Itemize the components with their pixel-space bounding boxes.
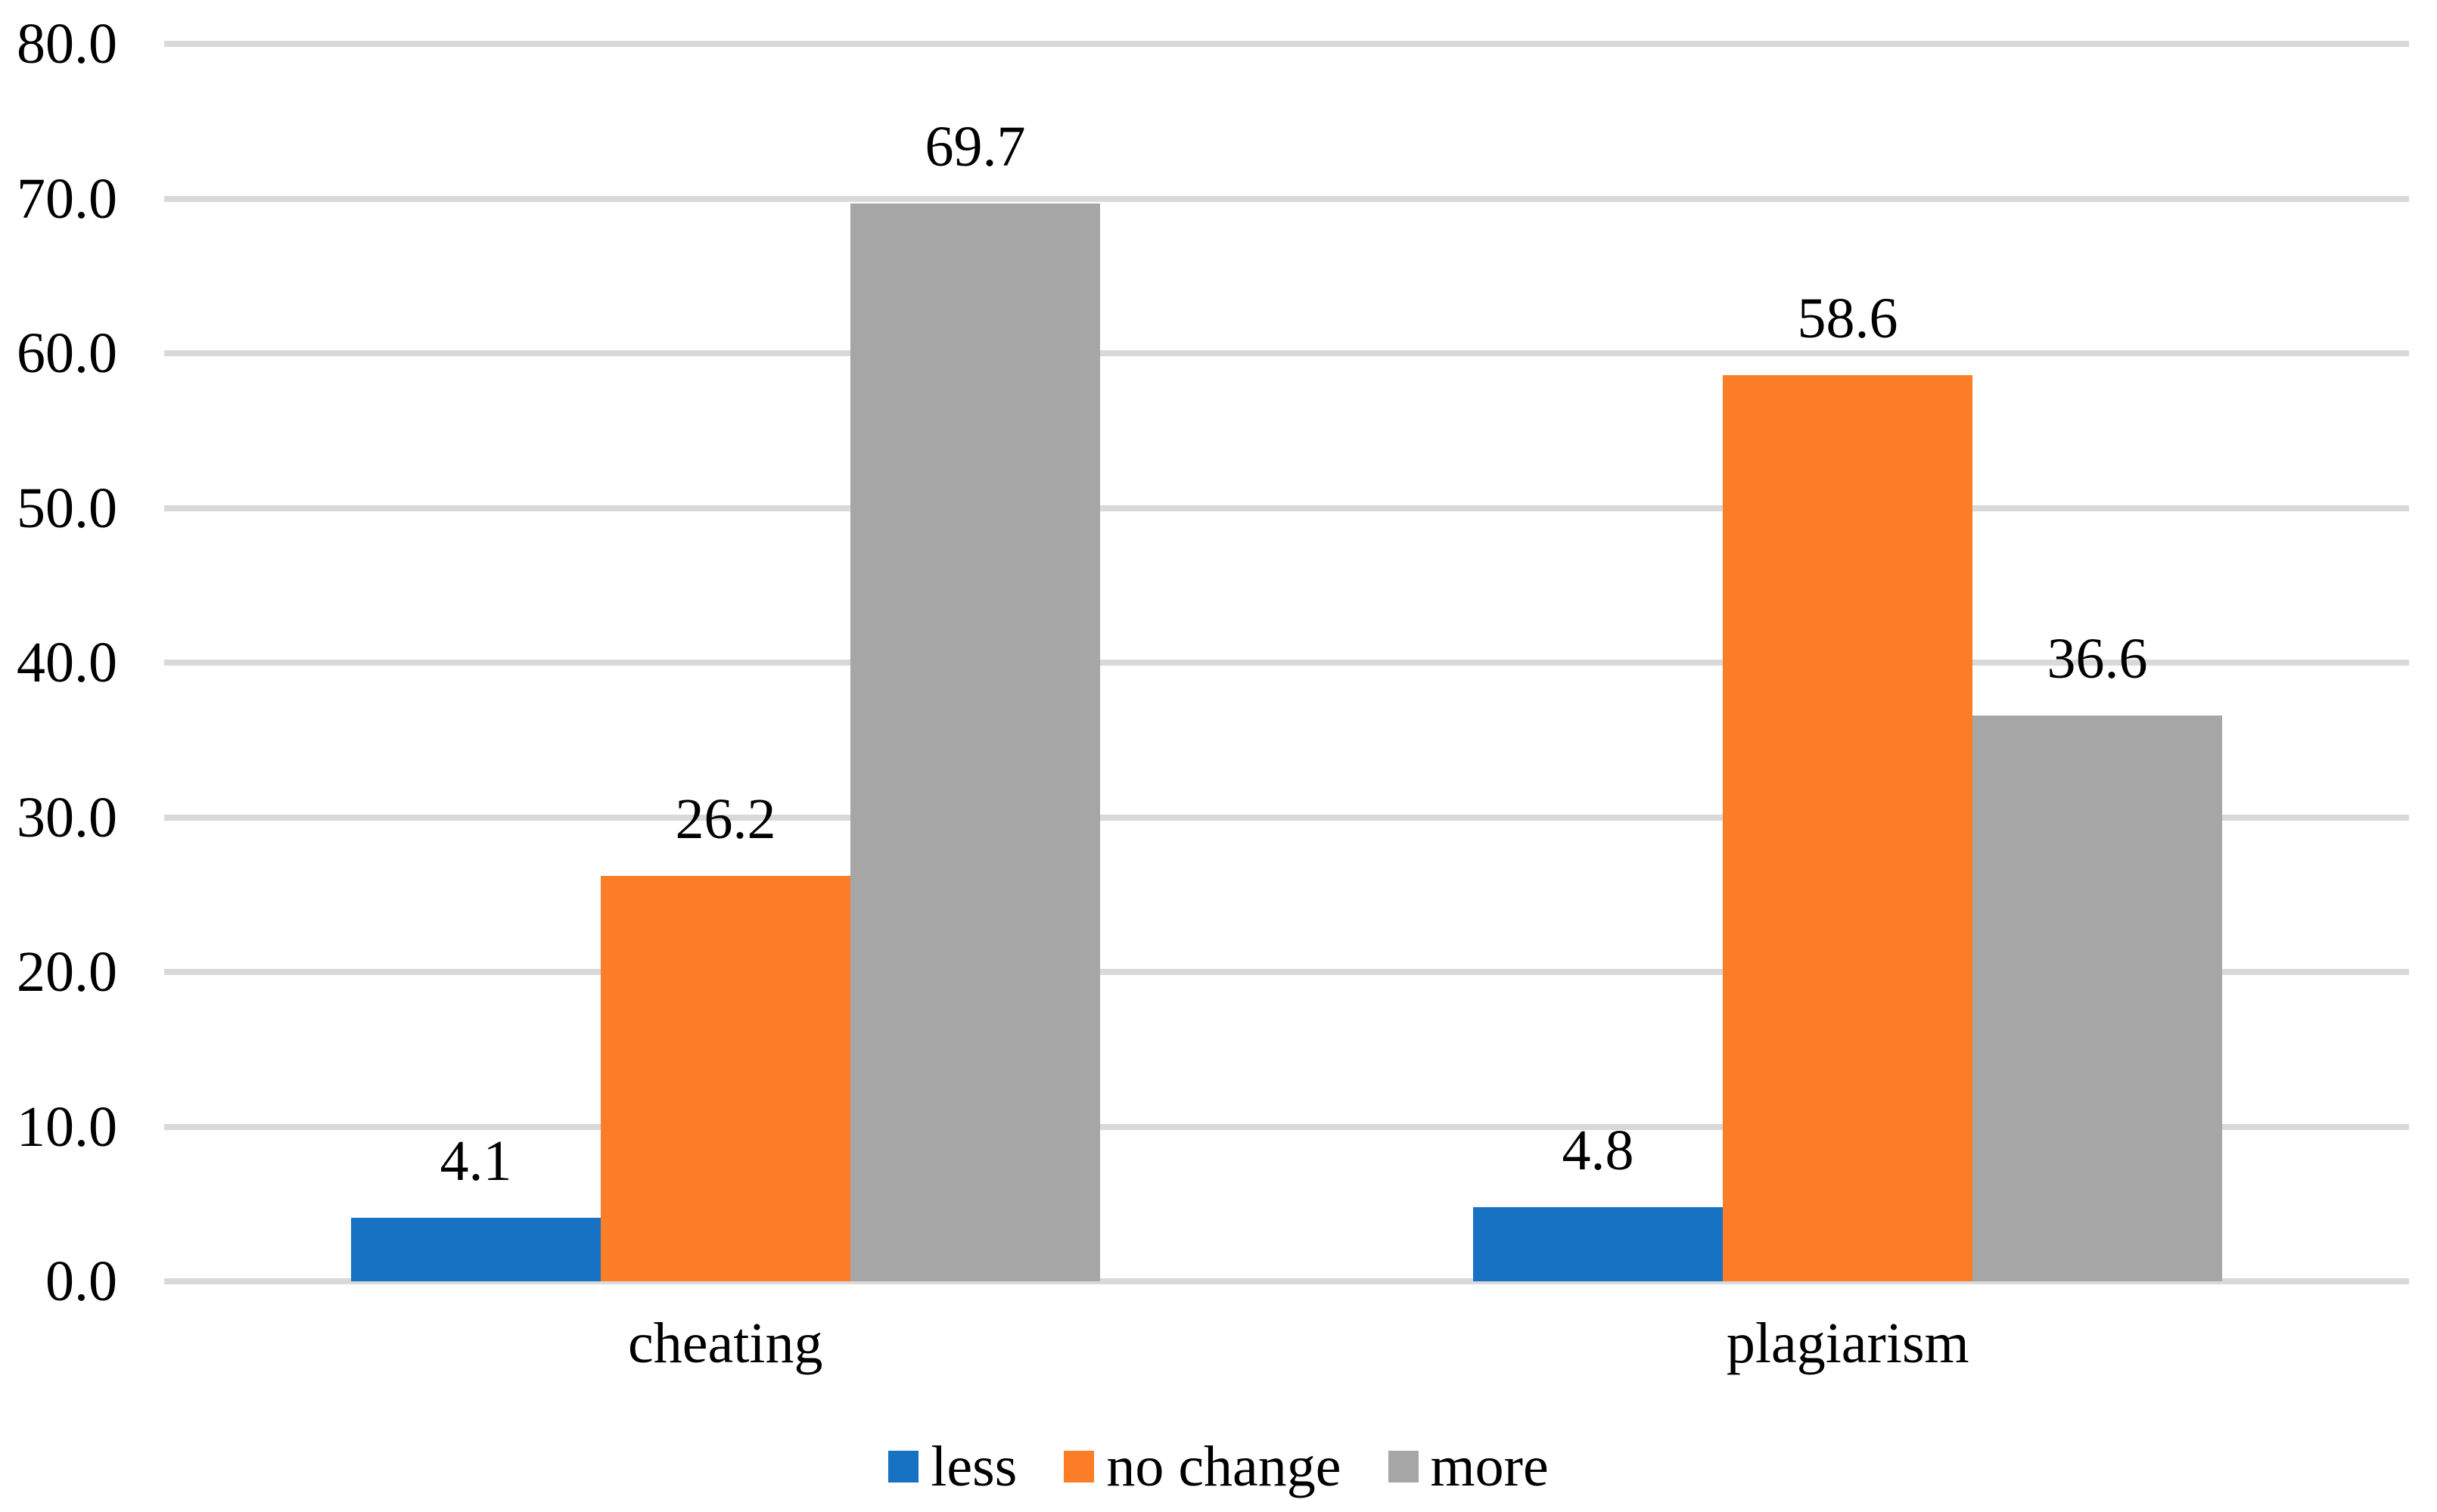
- value-label-more-plagiarism: 36.6: [2047, 627, 2148, 691]
- legend-item-less: less: [888, 1433, 1017, 1501]
- y-axis-tick-label: 60.0: [17, 321, 117, 385]
- legend-label-less: less: [931, 1435, 1018, 1498]
- y-axis-tick-label: 70.0: [17, 166, 117, 231]
- bar-more-cheating: [850, 203, 1100, 1281]
- bar-no-change-plagiarism: [1723, 375, 1972, 1281]
- y-axis-tick-label: 20.0: [17, 940, 117, 1004]
- value-label-less-plagiarism: 4.8: [1562, 1119, 1634, 1182]
- bar-more-plagiarism: [1972, 716, 2222, 1281]
- category-label-cheating: cheating: [628, 1312, 823, 1375]
- y-axis-tick-label: 10.0: [17, 1094, 117, 1159]
- gridline-70.0: [164, 195, 2409, 202]
- legend-swatch-more: [1388, 1451, 1419, 1483]
- value-label-more-cheating: 69.7: [925, 115, 1026, 179]
- y-axis-tick-label: 80.0: [17, 12, 117, 76]
- bar-less-cheating: [351, 1218, 601, 1281]
- gridline-10.0: [164, 1123, 2409, 1130]
- gridline-30.0: [164, 814, 2409, 821]
- value-label-no-change-plagiarism: 58.6: [1797, 287, 1898, 350]
- gridline-80.0: [164, 41, 2409, 47]
- gridline-40.0: [164, 660, 2409, 666]
- gridline-0.0: [164, 1278, 2409, 1284]
- legend-item-more: more: [1388, 1433, 1549, 1501]
- gridline-60.0: [164, 350, 2409, 356]
- category-label-plagiarism: plagiarism: [1726, 1312, 1969, 1375]
- y-axis-tick-label: 50.0: [17, 476, 117, 540]
- legend: less no change more: [0, 1433, 2437, 1501]
- legend-item-no-change: no change: [1064, 1433, 1341, 1501]
- bar-less-plagiarism: [1473, 1207, 1723, 1281]
- y-axis-tick-label: 40.0: [17, 631, 117, 694]
- y-axis-tick-label: 30.0: [17, 785, 117, 849]
- legend-swatch-no-change: [1064, 1451, 1095, 1483]
- bar-no-change-cheating: [601, 876, 850, 1281]
- value-label-less-cheating: 4.1: [440, 1129, 512, 1193]
- gridline-50.0: [164, 505, 2409, 511]
- legend-label-no-change: no change: [1106, 1435, 1341, 1498]
- gridline-20.0: [164, 969, 2409, 975]
- value-label-no-change-cheating: 26.2: [675, 787, 776, 851]
- legend-swatch-less: [888, 1451, 919, 1483]
- y-axis-tick-label: 0.0: [45, 1250, 117, 1313]
- legend-label-more: more: [1430, 1435, 1549, 1498]
